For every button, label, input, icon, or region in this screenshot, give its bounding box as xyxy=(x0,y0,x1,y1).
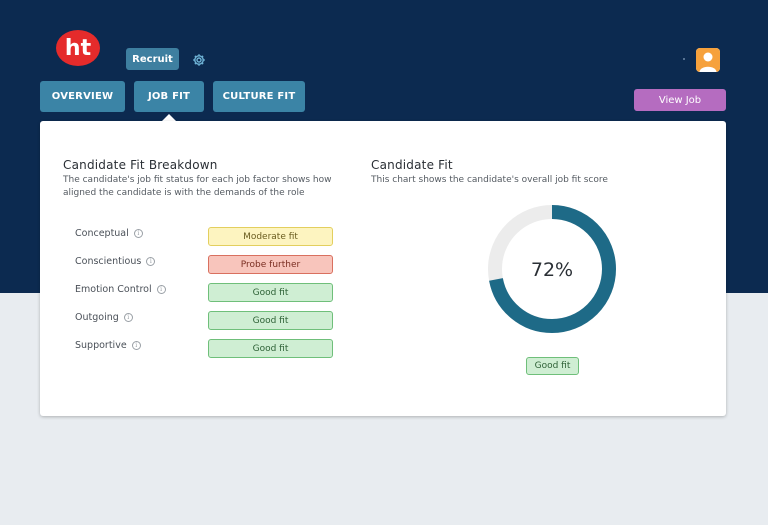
info-icon[interactable]: i xyxy=(131,341,141,350)
info-icon[interactable]: i xyxy=(133,229,143,238)
factor-label: Supportive xyxy=(75,340,127,351)
status-badge: Probe further xyxy=(208,255,333,274)
avatar[interactable] xyxy=(696,48,720,72)
factor-conscientious: Conscientious i xyxy=(75,256,156,267)
donut-score-label: 72% xyxy=(531,259,573,281)
factor-label: Emotion Control xyxy=(75,284,152,295)
fit-title: Candidate Fit xyxy=(371,158,453,172)
info-icon[interactable]: i xyxy=(156,285,166,294)
status-badge: Moderate fit xyxy=(208,227,333,246)
job-fit-card: Candidate Fit Breakdown The candidate's … xyxy=(40,121,726,416)
active-tab-caret xyxy=(161,114,177,122)
logo-text: ht xyxy=(65,36,92,61)
fit-description: This chart shows the candidate's overall… xyxy=(371,175,608,185)
view-job-button[interactable]: View Job xyxy=(634,89,726,111)
gear-icon[interactable] xyxy=(192,52,206,66)
info-icon[interactable]: i xyxy=(123,313,133,322)
recruit-button[interactable]: Recruit xyxy=(126,48,179,70)
factor-outgoing: Outgoing i xyxy=(75,312,133,323)
status-badge: Good fit xyxy=(208,339,333,358)
donut-arc xyxy=(488,205,616,333)
breakdown-title: Candidate Fit Breakdown xyxy=(63,158,218,172)
user-icon xyxy=(696,48,720,72)
overall-fit-badge: Good fit xyxy=(526,357,579,375)
tab-culture-fit[interactable]: CULTURE FIT xyxy=(213,81,305,112)
factor-label: Conceptual xyxy=(75,228,129,239)
factor-label: Outgoing xyxy=(75,312,119,323)
menu-dot xyxy=(683,58,685,60)
factor-supportive: Supportive i xyxy=(75,340,141,351)
status-badge: Good fit xyxy=(208,283,333,302)
ht-logo[interactable]: ht xyxy=(55,29,101,67)
factor-conceptual: Conceptual i xyxy=(75,228,143,239)
breakdown-desc-line2: aligned the candidate is with the demand… xyxy=(63,188,305,198)
factor-emotion-control: Emotion Control i xyxy=(75,284,166,295)
fit-donut-chart: 72% xyxy=(487,204,617,334)
factor-label: Conscientious xyxy=(75,256,142,267)
tab-overview[interactable]: OVERVIEW xyxy=(40,81,125,112)
breakdown-description: The candidate's job fit status for each … xyxy=(63,174,331,200)
tab-job-fit[interactable]: JOB FIT xyxy=(134,81,204,112)
breakdown-desc-line1: The candidate's job fit status for each … xyxy=(63,175,332,185)
status-badge: Good fit xyxy=(208,311,333,330)
info-icon[interactable]: i xyxy=(146,257,156,266)
